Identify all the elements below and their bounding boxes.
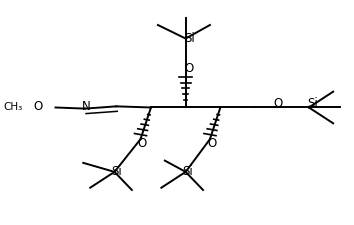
- Text: CH₃: CH₃: [3, 101, 23, 111]
- Text: O: O: [273, 97, 282, 110]
- Text: O: O: [207, 136, 216, 149]
- Text: Si: Si: [184, 32, 194, 45]
- Text: O: O: [34, 100, 43, 113]
- Text: Si: Si: [307, 97, 318, 110]
- Text: Si: Si: [182, 164, 193, 178]
- Text: O: O: [138, 136, 147, 149]
- Text: O: O: [184, 62, 194, 75]
- Text: Si: Si: [111, 164, 122, 178]
- Text: N: N: [82, 100, 91, 113]
